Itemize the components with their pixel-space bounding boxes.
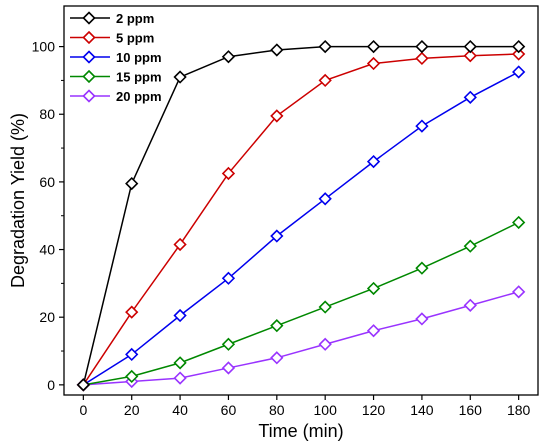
y-axis-label: Degradation Yield (%)	[8, 113, 28, 288]
legend-entry: 20 ppm	[70, 89, 162, 104]
data-point	[318, 73, 332, 88]
data-point	[125, 305, 139, 319]
x-tick-label: 0	[79, 402, 87, 418]
x-tick-label: 180	[507, 402, 531, 418]
legend-marker	[82, 69, 96, 84]
series-10-ppm	[76, 65, 526, 392]
y-tick-label: 0	[47, 377, 55, 393]
legend-marker	[82, 30, 96, 45]
series-line	[82, 71, 520, 386]
series-layer	[76, 39, 526, 392]
y-tick-label: 60	[39, 174, 55, 190]
legend-label: 20 ppm	[116, 89, 162, 104]
data-point	[173, 70, 187, 84]
series-line	[82, 53, 519, 386]
data-point	[463, 239, 477, 253]
series-line	[83, 291, 519, 386]
data-point	[125, 176, 139, 191]
legend-entry: 5 ppm	[70, 31, 154, 46]
series-15-ppm	[76, 215, 526, 392]
data-point	[463, 298, 477, 312]
data-point	[512, 39, 526, 54]
legend-entry: 2 ppm	[70, 11, 154, 26]
legend-marker	[82, 11, 96, 25]
data-point	[270, 351, 284, 365]
data-point	[366, 154, 381, 169]
data-point	[415, 119, 429, 133]
data-point	[318, 300, 332, 314]
series-20-ppm	[76, 285, 526, 392]
legend-entry: 10 ppm	[70, 50, 162, 65]
data-point	[366, 39, 381, 54]
data-point	[221, 361, 236, 375]
data-point	[125, 369, 139, 384]
data-point	[366, 56, 381, 71]
legend-label: 2 ppm	[116, 11, 154, 26]
x-tick-label: 120	[362, 402, 386, 418]
data-point	[76, 378, 90, 392]
data-point	[463, 49, 477, 63]
data-point	[173, 237, 187, 252]
plot-frame	[63, 5, 539, 396]
x-tick-label: 40	[172, 402, 188, 418]
data-point	[318, 337, 332, 351]
series-line	[83, 221, 519, 386]
x-tick-label: 100	[314, 402, 338, 418]
data-point	[366, 281, 381, 296]
y-tick-label: 100	[32, 39, 56, 55]
series-2-ppm	[76, 39, 526, 392]
x-tick-label: 60	[221, 402, 237, 418]
data-point	[512, 215, 526, 230]
legend-marker	[82, 50, 96, 64]
y-tick-label: 40	[39, 242, 55, 258]
y-tick-label: 80	[39, 106, 55, 122]
data-point	[270, 319, 284, 333]
data-point	[173, 371, 187, 385]
legend-entry: 15 ppm	[70, 70, 162, 85]
legend-marker	[82, 89, 96, 103]
data-point	[173, 356, 187, 370]
legend: 2 ppm 5 ppm 10 ppm 15 ppm 20 ppm	[70, 11, 162, 104]
data-point	[415, 312, 429, 326]
data-point	[415, 51, 429, 66]
data-point	[173, 308, 187, 323]
x-axis-label: Time (min)	[258, 421, 343, 441]
data-point	[221, 271, 236, 285]
x-ticks: 0 20 40 60 80 100 120 140 160 180	[79, 395, 531, 418]
series-line	[82, 45, 519, 386]
data-point	[512, 65, 526, 79]
x-tick-label: 160	[459, 402, 483, 418]
legend-label: 15 ppm	[116, 70, 162, 85]
data-point	[415, 261, 429, 275]
data-point	[221, 50, 236, 64]
legend-label: 10 ppm	[116, 50, 162, 65]
data-point	[270, 109, 284, 123]
data-point	[270, 43, 284, 57]
data-point	[463, 39, 477, 54]
data-point	[512, 47, 526, 61]
y-tick-label: 20	[39, 309, 55, 325]
legend-label: 5 ppm	[116, 31, 154, 46]
data-point	[415, 39, 429, 54]
data-point	[463, 90, 477, 104]
data-point	[125, 347, 139, 362]
data-point	[366, 324, 381, 338]
data-point	[318, 192, 332, 206]
x-tick-label: 140	[410, 402, 434, 418]
x-tick-label: 80	[269, 402, 285, 418]
x-tick-label: 20	[124, 402, 140, 418]
data-point	[221, 337, 236, 351]
y-ticks: 0 20 40 60 80 100	[32, 39, 64, 393]
data-point	[318, 39, 332, 54]
data-point	[221, 166, 236, 181]
data-point	[270, 229, 284, 243]
data-point	[512, 285, 526, 299]
